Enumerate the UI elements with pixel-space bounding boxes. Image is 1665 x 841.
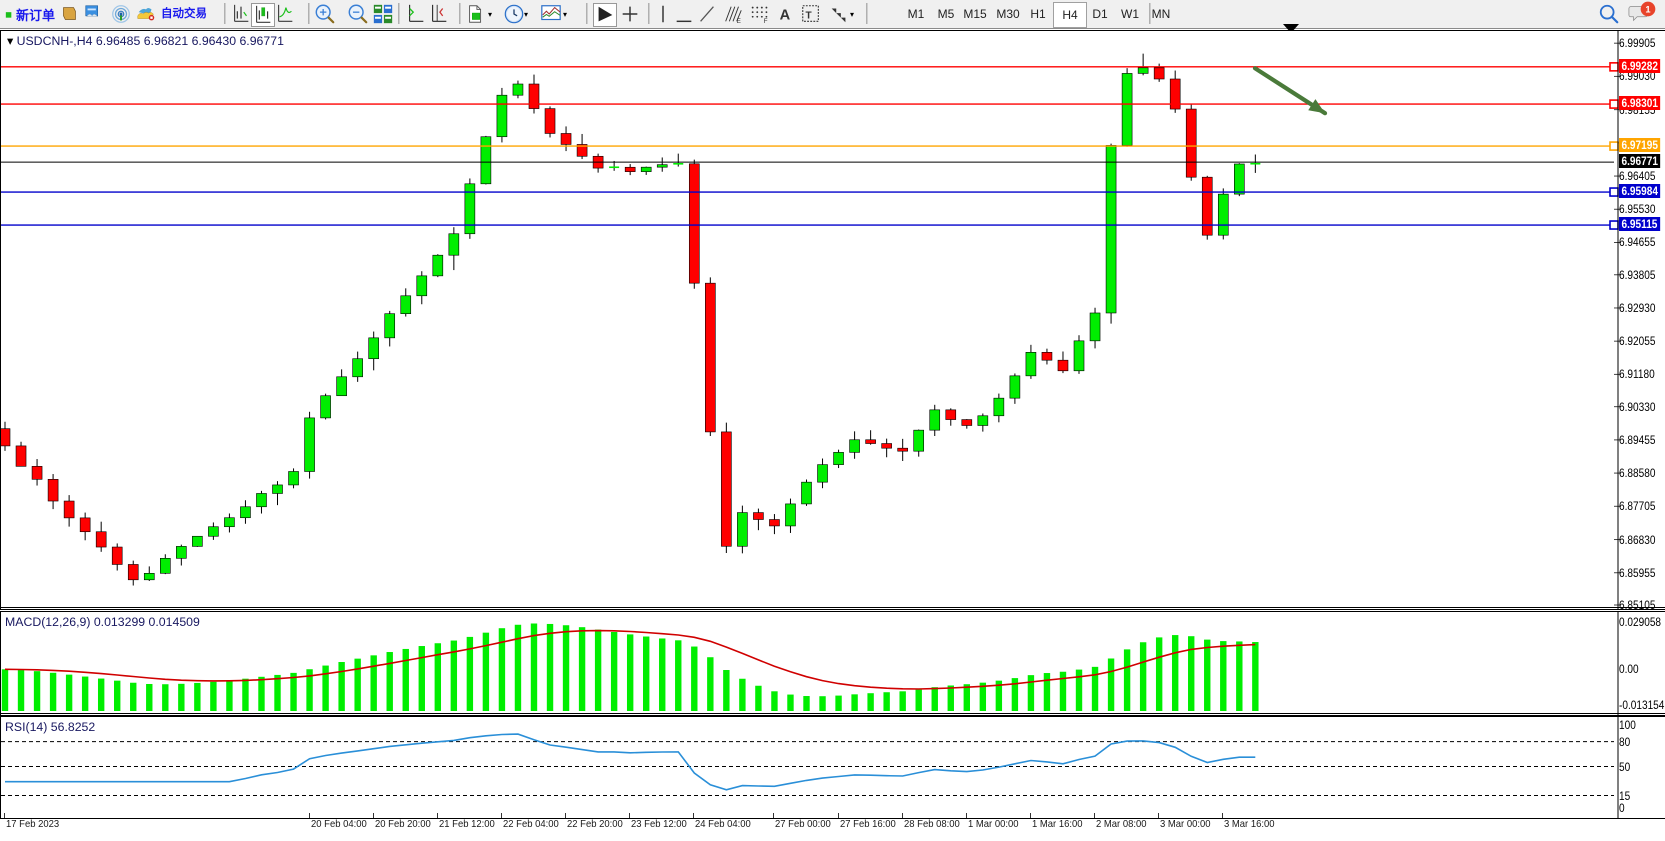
- svg-text:A: A: [780, 8, 791, 24]
- svg-text:F: F: [764, 18, 768, 25]
- svg-text:T: T: [806, 11, 813, 22]
- svg-text:E: E: [737, 18, 741, 25]
- svg-text:1: 1: [1645, 4, 1650, 14]
